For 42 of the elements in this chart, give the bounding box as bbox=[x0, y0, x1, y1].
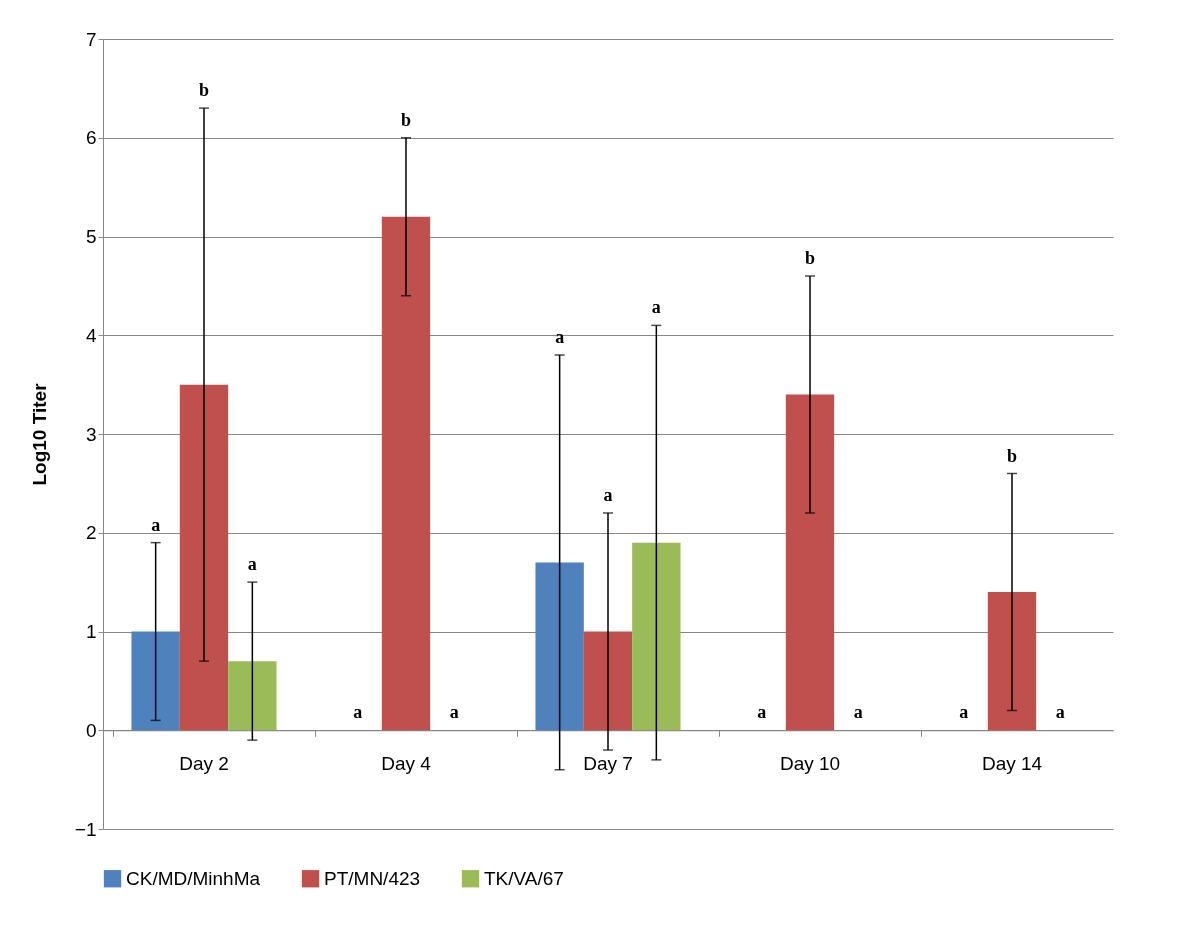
y-tick-label: 4 bbox=[85, 324, 97, 346]
annotation: a bbox=[651, 297, 661, 318]
legend-label: TK/VA/67 bbox=[484, 867, 564, 889]
annotation: b bbox=[400, 109, 412, 130]
y-tick-label: 5 bbox=[85, 226, 97, 247]
annotation: b bbox=[198, 80, 210, 101]
annotation: a bbox=[555, 327, 565, 347]
y-tick-label: 7 bbox=[85, 28, 97, 50]
annotation: b bbox=[1006, 445, 1018, 466]
annotation: b bbox=[804, 248, 816, 268]
annotation: a bbox=[1055, 702, 1065, 723]
bar bbox=[632, 542, 681, 731]
y-tick-label: 3 bbox=[85, 423, 97, 445]
annotation: a bbox=[449, 702, 459, 723]
annotation: a bbox=[757, 702, 767, 723]
bar bbox=[228, 661, 277, 731]
y-axis-title: Log10 Titer bbox=[28, 382, 50, 486]
x-tick-label: Day 14 bbox=[981, 752, 1043, 774]
y-tick-label: 2 bbox=[85, 522, 97, 544]
bar bbox=[179, 384, 229, 731]
bar bbox=[535, 562, 584, 731]
y-tick-label: 1 bbox=[85, 621, 97, 642]
y-tick-label: −1 bbox=[74, 818, 97, 840]
annotation: a bbox=[151, 514, 161, 535]
annotation: a bbox=[959, 702, 969, 723]
y-tick-label: 6 bbox=[85, 127, 97, 149]
bar bbox=[583, 631, 633, 731]
legend-label: CK/MD/MinhMa bbox=[126, 867, 261, 889]
annotation: a bbox=[353, 702, 363, 723]
annotation: a bbox=[603, 485, 613, 505]
bar bbox=[785, 394, 835, 731]
annotation: a bbox=[853, 702, 863, 723]
x-tick-label: Day 10 bbox=[779, 752, 841, 774]
x-tick-label: Day 7 bbox=[583, 752, 633, 774]
annotation: a bbox=[247, 554, 257, 575]
bar bbox=[381, 216, 431, 731]
y-tick-label: 0 bbox=[85, 719, 97, 741]
x-tick-label: Day 2 bbox=[179, 752, 229, 774]
bar bbox=[987, 592, 1037, 731]
legend-label: PT/MN/423 bbox=[324, 867, 421, 889]
x-tick-label: Day 4 bbox=[381, 752, 432, 774]
bar bbox=[131, 631, 180, 731]
